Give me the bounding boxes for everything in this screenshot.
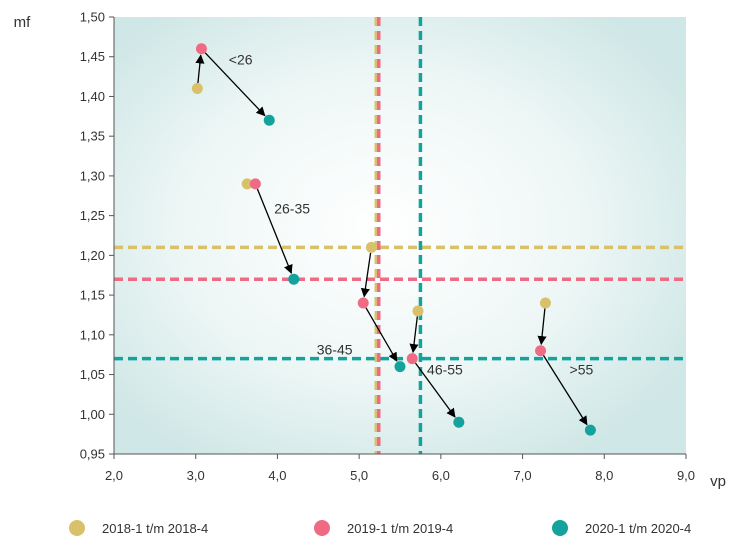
legend-marker xyxy=(69,520,85,536)
y-tick-label: 1,50 xyxy=(80,10,105,25)
x-tick-label: 9,0 xyxy=(677,468,695,483)
trajectory-arrow xyxy=(360,252,372,298)
legend-label: 2018-1 t/m 2018-4 xyxy=(102,521,208,536)
trajectory-arrow xyxy=(204,52,266,117)
y-tick-label: 1,00 xyxy=(80,407,105,422)
y-tick-label: 1,35 xyxy=(80,129,105,144)
x-tick-label: 8,0 xyxy=(595,468,613,483)
trajectory-arrow xyxy=(195,54,205,84)
data-point xyxy=(241,178,253,190)
y-tick-label: 1,20 xyxy=(80,248,105,263)
x-tick-label: 3,0 xyxy=(187,468,205,483)
group-labels: <26 26-35 36-45 46-55 >55 xyxy=(229,52,594,378)
x-tick-label: 4,0 xyxy=(268,468,286,483)
legend-marker xyxy=(314,520,330,536)
y-tick-label: 1,10 xyxy=(80,327,105,342)
x-axis-title: vp xyxy=(710,473,726,490)
legend-label: 2020-1 t/m 2020-4 xyxy=(585,521,691,536)
data-point xyxy=(357,297,369,309)
plot-area-background xyxy=(114,17,686,454)
data-point xyxy=(394,361,406,373)
age-group-label: 36-45 xyxy=(317,342,353,358)
legend-label: 2019-1 t/m 2019-4 xyxy=(347,521,453,536)
legend: 2018-1 t/m 2018-4 2019-1 t/m 2019-4 2020-1… xyxy=(69,520,691,536)
y-tick-label: 0,95 xyxy=(80,447,105,462)
data-points xyxy=(191,43,596,436)
data-point xyxy=(249,178,261,190)
x-tick-label: 6,0 xyxy=(432,468,450,483)
trajectory-arrow xyxy=(409,316,419,354)
y-tick-label: 1,05 xyxy=(80,367,105,382)
trajectory-arrow xyxy=(537,308,547,346)
data-point xyxy=(263,114,275,126)
data-point xyxy=(539,297,551,309)
data-point xyxy=(535,345,547,357)
age-group-label: <26 xyxy=(229,52,253,68)
data-point xyxy=(453,416,465,428)
y-tick-label: 1,30 xyxy=(80,168,105,183)
trajectory-arrow xyxy=(365,307,398,362)
data-point xyxy=(288,273,300,285)
y-tick-label: 1,45 xyxy=(80,49,105,64)
reference-lines xyxy=(114,17,686,454)
data-point xyxy=(195,43,207,55)
data-point xyxy=(365,241,377,253)
trajectory-arrow xyxy=(414,362,456,418)
age-group-label: 46-55 xyxy=(427,362,463,378)
trajectory-arrow xyxy=(256,188,293,275)
age-group-label: 26-35 xyxy=(274,200,310,216)
y-tick-label: 1,15 xyxy=(80,288,105,303)
y-tick-label: 1,25 xyxy=(80,208,105,223)
y-tick-label: 1,40 xyxy=(80,89,105,104)
trajectory-arrow xyxy=(542,355,588,426)
axes: 0,95 1,00 1,05 1,10 1,15 1,20 1,25 1,30 1,35 1,40… xyxy=(14,10,726,491)
trajectory-arrows xyxy=(195,52,588,426)
y-axis-title: mf xyxy=(14,14,31,31)
age-group-label: >55 xyxy=(570,362,594,378)
x-tick-label: 2,0 xyxy=(105,468,123,483)
data-point xyxy=(406,353,418,365)
data-point xyxy=(584,424,596,436)
data-point xyxy=(191,83,203,95)
data-point xyxy=(412,305,424,317)
x-tick-label: 5,0 xyxy=(350,468,368,483)
legend-marker xyxy=(552,520,568,536)
x-tick-label: 7,0 xyxy=(514,468,532,483)
